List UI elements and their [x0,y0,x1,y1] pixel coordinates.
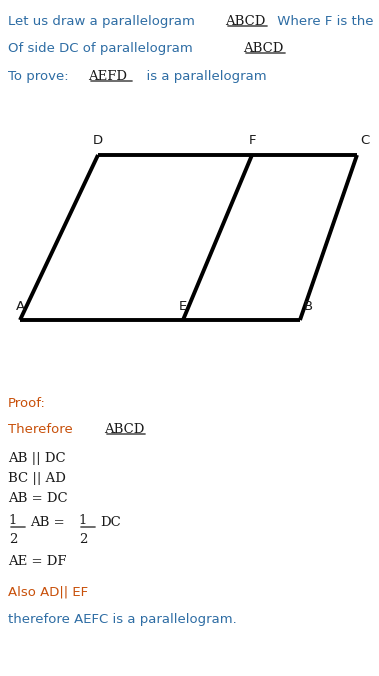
Text: ABCD: ABCD [104,423,144,436]
Text: 2: 2 [9,533,17,546]
Text: AB || DC: AB || DC [8,452,66,465]
Text: is a parallelogram: is a parallelogram [138,70,266,83]
Text: Proof:: Proof: [8,397,46,410]
Text: 1: 1 [9,514,17,527]
Text: Also AD|| EF: Also AD|| EF [8,585,88,598]
Text: E: E [179,301,187,314]
Text: ABCD: ABCD [243,42,283,55]
Text: AB =: AB = [30,516,69,529]
Text: AB = DC: AB = DC [8,492,67,505]
Text: therefore AEFC is a parallelogram.: therefore AEFC is a parallelogram. [8,613,237,626]
Text: Therefore: Therefore [8,423,77,436]
Text: Of side DC of parallelogram: Of side DC of parallelogram [8,42,197,55]
Text: 1: 1 [79,514,87,527]
Text: ABCD: ABCD [225,15,265,28]
Text: AE = DF: AE = DF [8,555,66,568]
Text: To prove:: To prove: [8,70,73,83]
Text: Let us draw a parallelogram: Let us draw a parallelogram [8,15,199,28]
Text: C: C [360,135,370,147]
Text: Where F is the midpoint: Where F is the midpoint [273,15,379,28]
Text: D: D [93,135,103,147]
Text: B: B [304,301,313,314]
Text: A: A [16,301,25,314]
Text: 2: 2 [79,533,87,546]
Text: AEFD: AEFD [88,70,127,83]
Text: F: F [248,135,256,147]
Text: BC || AD: BC || AD [8,472,66,485]
Text: DC: DC [100,516,121,529]
